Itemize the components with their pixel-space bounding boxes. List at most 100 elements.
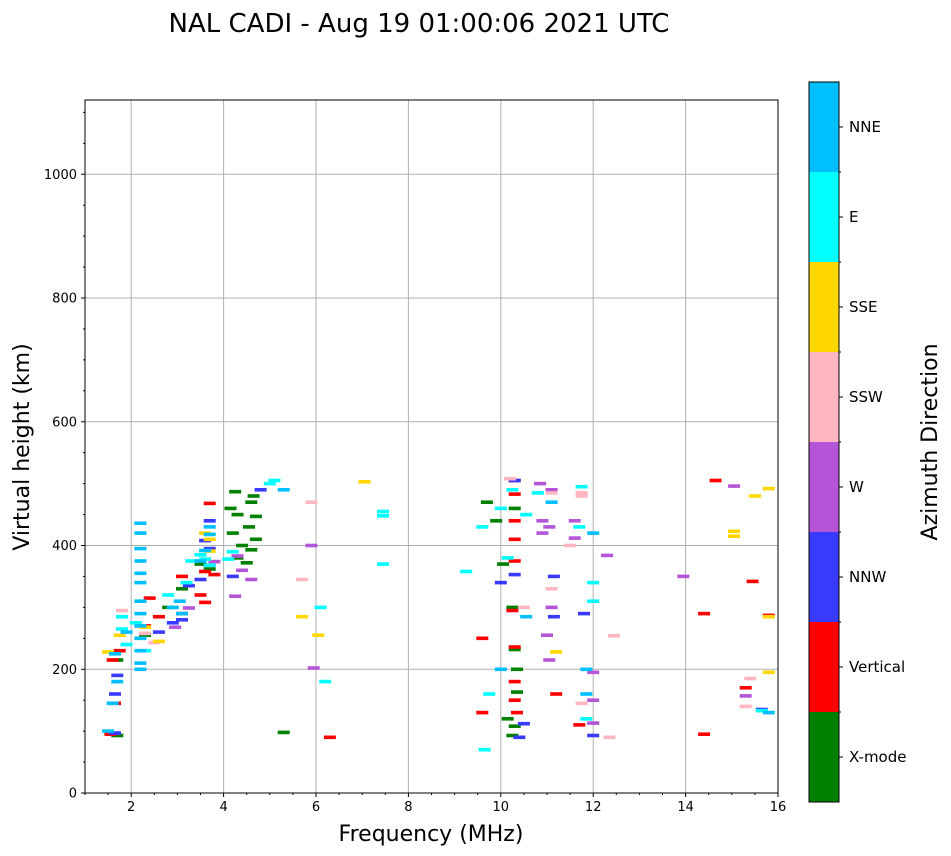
echo-point-e	[531, 491, 544, 495]
echo-point-e	[129, 621, 142, 625]
echo-point-nnw	[166, 621, 179, 625]
echo-point-e	[755, 708, 768, 713]
echo-point-ssw	[575, 701, 588, 706]
y-axis-label: Virtual height (km)	[10, 343, 35, 550]
echo-point-vertical	[106, 658, 119, 662]
y-tick-label: 0	[69, 787, 77, 802]
echo-point-vertical	[323, 735, 336, 740]
echo-point-nnw	[494, 580, 507, 585]
echo-point-sse	[762, 486, 775, 491]
echo-point-nne	[203, 525, 216, 529]
echo-point-e	[501, 556, 514, 560]
echo-point-vertical	[208, 572, 221, 577]
echo-point-nne	[762, 710, 775, 715]
echo-point-ssw	[575, 491, 588, 495]
echo-point-e	[494, 506, 507, 511]
echo-point-w	[208, 559, 221, 564]
echo-point-x-mode	[224, 506, 237, 511]
echo-point-w	[728, 484, 741, 488]
echo-point-nnw	[203, 546, 216, 551]
echo-point-vertical	[476, 710, 489, 715]
echo-point-nne	[176, 611, 188, 616]
echo-point-w	[568, 536, 581, 540]
echo-point-e	[520, 512, 533, 517]
echo-point-e	[587, 599, 600, 603]
echo-point-e	[203, 563, 216, 568]
echo-point-nnw	[176, 618, 188, 622]
echo-point-nne	[134, 667, 147, 672]
plot-area: 2 4 6 8 10 12 14 16 0 200 400 600 800 1000	[44, 99, 786, 815]
echo-point-w	[543, 525, 556, 529]
echo-point-nnw	[578, 611, 590, 616]
echo-point-x-mode	[506, 605, 519, 610]
echo-point-w	[601, 553, 614, 558]
echo-point-e	[573, 525, 586, 529]
echo-point-nnw	[152, 630, 165, 634]
x-tick-label: 4	[219, 800, 227, 815]
echo-point-nnw	[547, 614, 560, 619]
echo-point-sse	[550, 650, 563, 654]
echo-point-w	[229, 594, 242, 598]
echo-point-sse	[728, 529, 741, 534]
echo-point-x-mode	[480, 500, 493, 504]
y-tick-label: 1000	[44, 168, 77, 183]
echo-point-nne	[134, 546, 147, 551]
echo-point-ssw	[744, 676, 757, 681]
echo-point-ssw	[608, 634, 620, 638]
echo-point-x-mode	[490, 519, 503, 523]
x-tick-label: 8	[404, 800, 412, 815]
colorbar: X-mode Vertical NNW W SSW SSE E NNE	[808, 81, 906, 803]
echo-point-e	[319, 679, 332, 684]
echo-point-nnw	[226, 574, 239, 579]
echo-point-nne	[134, 580, 147, 585]
echo-point-nnw	[587, 733, 600, 738]
echo-point-ssw	[545, 587, 558, 591]
echo-point-nnw	[517, 721, 530, 726]
echo-point-ssw	[603, 735, 616, 740]
echo-point-w	[536, 519, 549, 523]
echo-point-nne	[494, 667, 507, 672]
plot-background	[85, 100, 778, 793]
echo-point-ssw	[116, 608, 128, 613]
echo-point-x-mode	[497, 562, 510, 566]
colorbar-label-item: SSE	[849, 298, 878, 316]
colorbar-label: Azimuth Direction	[918, 343, 943, 540]
echo-point-nne	[203, 532, 216, 537]
echo-point-x-mode	[139, 633, 152, 637]
echo-point-vertical	[709, 478, 722, 483]
echo-point-vertical	[199, 600, 212, 605]
echo-point-nne	[134, 636, 147, 641]
echo-point-sse	[728, 534, 741, 538]
echo-point-e	[587, 580, 600, 585]
echo-point-e	[483, 692, 496, 696]
echo-point-x-mode	[277, 730, 290, 735]
echo-point-vertical	[508, 537, 521, 542]
echo-point-nne	[134, 599, 147, 603]
echo-point-x-mode	[506, 733, 519, 738]
echo-point-e	[506, 488, 519, 492]
echo-point-vertical	[698, 732, 711, 736]
echo-point-nnw	[513, 735, 526, 740]
echo-point-x-mode	[245, 500, 258, 504]
echo-point-ssw	[545, 491, 558, 495]
echo-point-w	[739, 694, 752, 698]
echo-point-e	[575, 484, 588, 489]
echo-point-sse	[102, 650, 115, 654]
echo-point-nne	[134, 624, 147, 628]
echo-point-e	[580, 717, 593, 721]
echo-point-w	[568, 519, 581, 523]
echo-point-vertical	[573, 723, 586, 727]
colorbar-swatch	[809, 172, 839, 262]
echo-point-e	[194, 553, 207, 557]
echo-point-e	[377, 514, 389, 518]
echo-point-x-mode	[511, 690, 523, 694]
echo-point-nne	[106, 701, 119, 706]
echo-point-w	[677, 574, 690, 579]
echo-point-e	[377, 562, 389, 566]
echo-point-vertical	[113, 648, 126, 653]
data-marks	[102, 476, 775, 752]
echo-point-vertical	[550, 692, 563, 696]
echo-point-vertical	[508, 519, 521, 523]
echo-point-e	[314, 605, 327, 610]
